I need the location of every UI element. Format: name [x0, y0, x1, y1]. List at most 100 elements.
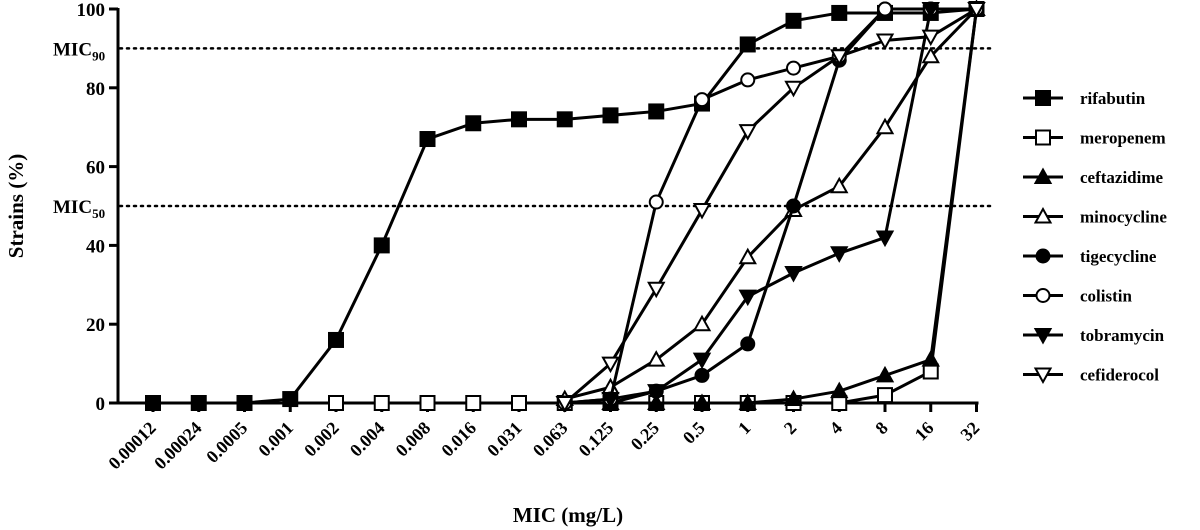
x-tick-label: 0.031	[483, 418, 526, 461]
data-point-cefiderocol	[692, 202, 712, 220]
legend-item-colistin: colistin	[1023, 287, 1132, 306]
data-point-tobramycin	[875, 230, 895, 248]
data-point-ceftazidime	[647, 393, 666, 410]
y-ticks: 0 20 40 60 80 100	[77, 0, 118, 415]
series-line-tobramycin	[564, 7, 977, 405]
x-tick-label: 0.004	[346, 418, 389, 461]
data-point-meropenem	[328, 395, 344, 411]
legend-label: rifabutin	[1080, 89, 1146, 108]
y-tick-label: 100	[77, 0, 106, 21]
data-point-cefiderocol	[647, 281, 666, 299]
legend-item-rifabutin: rifabutin	[1023, 89, 1146, 108]
data-point-rifabutin	[602, 107, 619, 124]
x-tick-label: 0.00024	[150, 418, 206, 474]
legend-item-cefiderocol: cefiderocol	[1023, 366, 1159, 385]
data-point-tigecycline	[786, 198, 801, 214]
data-point-ceftazidime	[692, 393, 712, 410]
legend-item-ceftazidime: ceftazidime	[1023, 167, 1164, 187]
y-tick-label: 0	[96, 394, 106, 415]
data-point-rifabutin	[556, 111, 573, 128]
data-point-colistin	[786, 60, 801, 76]
legend-marker	[1035, 129, 1051, 146]
data-point-cefiderocol	[967, 2, 986, 19]
data-point-tobramycin	[830, 246, 849, 263]
legend-label: tigecycline	[1080, 247, 1157, 266]
data-point-tobramycin	[921, 2, 940, 19]
data-point-tigecycline	[740, 336, 756, 352]
legend-label: colistin	[1080, 287, 1132, 306]
data-point-tobramycin	[784, 265, 803, 283]
legend-marker	[1033, 367, 1053, 385]
data-point-meropenem	[511, 395, 527, 411]
data-point-meropenem	[373, 395, 390, 411]
data-point-meropenem	[465, 395, 482, 411]
y-tick-label: 80	[86, 79, 105, 100]
data-point-colistin	[694, 92, 710, 108]
x-tick-label: 32	[956, 418, 983, 445]
x-tick-label: 8	[871, 418, 892, 439]
x-tick-label: 0.008	[392, 418, 435, 461]
data-point-cefiderocol	[555, 396, 574, 413]
data-point-meropenem	[419, 395, 436, 411]
data-point-tigecycline	[694, 367, 710, 383]
series-line-colistin	[564, 7, 977, 405]
reference-line-label: MIC50	[53, 197, 105, 221]
data-point-ceftazidime	[921, 350, 940, 367]
legend-label: tobramycin	[1080, 326, 1165, 345]
legend-label: cefiderocol	[1080, 366, 1159, 385]
data-point-meropenem	[877, 387, 893, 404]
series-line-cefiderocol	[563, 7, 978, 405]
legend-item-minocycline: minocycline	[1023, 206, 1167, 227]
y-tick-label: 40	[86, 236, 105, 257]
data-point-tobramycin	[738, 289, 757, 307]
data-point-minocycline	[830, 176, 849, 194]
x-tick-label: 0.5	[679, 418, 709, 448]
data-point-rifabutin	[373, 237, 390, 254]
data-point-rifabutin	[328, 331, 344, 348]
data-point-rifabutin	[511, 111, 527, 128]
x-tick-label: 0.016	[437, 418, 480, 461]
data-point-cefiderocol	[875, 33, 895, 51]
data-point-cefiderocol	[830, 49, 849, 66]
data-point-cefiderocol	[921, 29, 940, 47]
data-point-rifabutin	[419, 131, 436, 148]
data-point-minocycline	[738, 247, 757, 265]
x-tick-label: 0.0005	[202, 418, 251, 467]
x-tick-label: 16	[911, 418, 938, 445]
data-point-colistin	[877, 1, 893, 17]
legend-marker	[1035, 248, 1051, 264]
y-tick-label: 60	[86, 158, 105, 179]
data-point-tobramycin	[601, 392, 620, 409]
x-tick-label: 0.00012	[104, 418, 160, 474]
legend-marker	[1035, 288, 1051, 303]
x-axis-title: MIC (mg/L)	[513, 503, 623, 527]
x-tick-label: 0.001	[254, 418, 297, 461]
data-point-tobramycin	[647, 384, 666, 401]
legend-marker	[1033, 167, 1053, 184]
x-tick-label: 0.063	[529, 418, 572, 461]
x-tick-label: 4	[826, 418, 847, 439]
series-cefiderocol	[555, 2, 986, 413]
x-tick-label: 0.125	[575, 418, 618, 461]
data-point-rifabutin	[236, 395, 253, 411]
data-point-ceftazidime	[738, 393, 757, 410]
legend-label: minocycline	[1080, 208, 1167, 227]
data-point-rifabutin	[739, 36, 756, 53]
data-point-ceftazidime	[830, 381, 849, 399]
series-tobramycin	[555, 2, 986, 413]
data-point-tobramycin	[692, 352, 712, 370]
data-point-rifabutin	[282, 391, 299, 408]
legend-item-tigecycline: tigecycline	[1023, 247, 1157, 266]
data-point-rifabutin	[145, 395, 161, 411]
legend: rifabutin meropenem ceftazidime minocycline…	[1023, 89, 1167, 385]
y-axis-title: Strains (%)	[4, 154, 28, 258]
x-tick-label: 2	[780, 418, 801, 439]
data-point-minocycline	[647, 350, 666, 367]
data-point-colistin	[740, 72, 756, 88]
reference-line-label: MIC90	[53, 39, 105, 63]
legend-item-tobramycin: tobramycin	[1023, 326, 1165, 345]
data-point-rifabutin	[465, 115, 482, 132]
reference-lines: MIC90 MIC50	[53, 39, 992, 221]
x-tick-label: 0.002	[300, 418, 343, 461]
